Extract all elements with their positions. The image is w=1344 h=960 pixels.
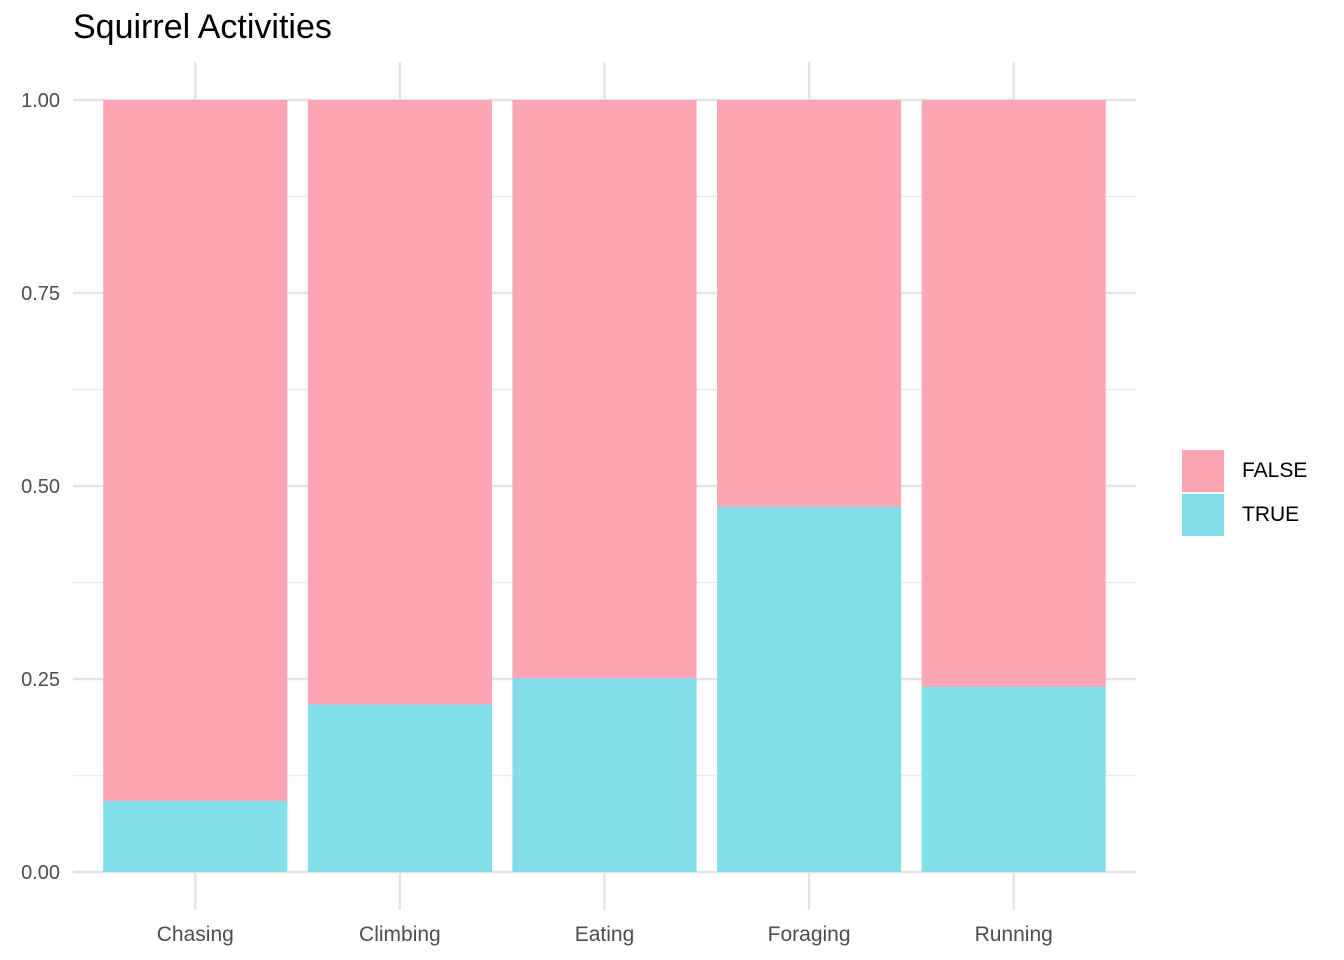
legend-swatch [1182,450,1224,492]
y-tick-label: 0.25 [21,669,60,691]
x-tick-label: Running [975,923,1053,946]
legend-label: TRUE [1242,503,1300,526]
bar-chasing-false [103,100,288,801]
legend-item: TRUE [1182,493,1307,537]
axis-labels: 0.00 0.25 0.50 0.75 1.00 Chasing Climbing Eatin… [21,90,1053,946]
bar-running-false [921,100,1106,687]
x-tick-label: Chasing [157,923,234,946]
y-tick-label: 0.75 [21,283,60,305]
bar-climbing-true [307,704,492,872]
bar-eating-false [512,100,697,679]
x-tick-label: Foraging [768,923,851,946]
legend-item: FALSE [1182,449,1307,493]
legend: FALSE TRUE [1182,449,1307,537]
legend-label: FALSE [1242,459,1308,482]
y-tick-label: 0.00 [21,862,60,884]
y-tick-label: 1.00 [21,90,60,112]
legend-swatch [1182,494,1224,536]
bar-running-true [921,686,1106,872]
x-tick-label: Climbing [359,923,441,946]
y-tick-label: 0.50 [21,476,60,498]
x-tick-label: Eating [575,923,635,946]
chart-title: Squirrel Activities [73,8,332,46]
bar-climbing-false [307,100,492,705]
bar-foraging-true [717,506,902,872]
bar-eating-true [512,678,697,872]
bar-chasing-true [103,800,288,872]
bars [103,100,1106,872]
bar-foraging-false [717,100,902,507]
